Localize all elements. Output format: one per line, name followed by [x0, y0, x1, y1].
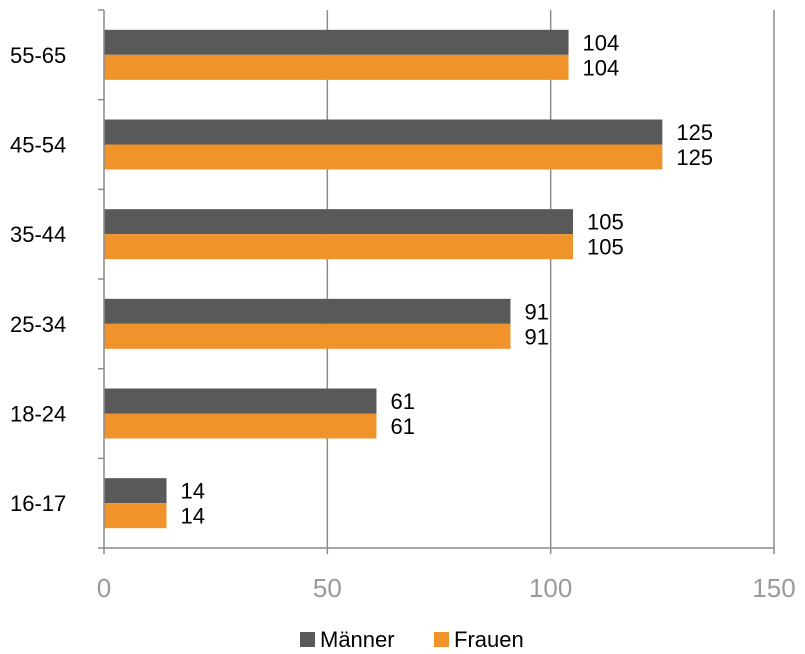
- bar-frauen-25-34: [104, 323, 511, 349]
- legend-label-maenner: Männer: [320, 627, 395, 652]
- data-label-frauen-55-65: 104: [583, 55, 620, 80]
- data-label-frauen-35-44: 105: [587, 235, 624, 260]
- x-tick-label-0: 0: [97, 573, 111, 603]
- legend: Männer Frauen: [300, 627, 524, 652]
- x-tick-label-100: 100: [529, 573, 572, 603]
- legend-swatch-maenner: [300, 632, 315, 647]
- bar-frauen-16-17: [104, 503, 167, 529]
- data-label-maenner-18-24: 61: [390, 389, 414, 414]
- data-label-frauen-16-17: 14: [181, 504, 205, 529]
- data-label-maenner-25-34: 91: [524, 299, 548, 324]
- bar-frauen-18-24: [104, 413, 377, 439]
- axes: [98, 9, 775, 554]
- bar-maenner-35-44: [104, 209, 573, 235]
- bars: [104, 29, 663, 529]
- bar-maenner-18-24: [104, 388, 377, 414]
- bar-frauen-55-65: [104, 54, 569, 80]
- data-label-maenner-55-65: 104: [583, 30, 620, 55]
- bar-maenner-45-54: [104, 119, 663, 145]
- category-label-16-17: 16-17: [10, 491, 66, 516]
- bar-maenner-55-65: [104, 29, 569, 55]
- x-tick-label-150: 150: [752, 573, 795, 603]
- bar-maenner-16-17: [104, 478, 167, 504]
- category-label-25-34: 25-34: [10, 312, 66, 337]
- legend-label-frauen: Frauen: [454, 627, 524, 652]
- data-label-frauen-45-54: 125: [676, 145, 713, 170]
- category-label-35-44: 35-44: [10, 222, 66, 247]
- data-label-frauen-18-24: 61: [390, 414, 414, 439]
- x-tick-label-50: 50: [313, 573, 342, 603]
- bar-frauen-35-44: [104, 234, 573, 260]
- grid-lines: [326, 10, 775, 548]
- legend-swatch-frauen: [434, 632, 449, 647]
- data-label-frauen-25-34: 91: [524, 324, 548, 349]
- category-label-45-54: 45-54: [10, 133, 66, 158]
- bar-frauen-45-54: [104, 144, 663, 170]
- bar-maenner-25-34: [104, 298, 511, 324]
- data-label-maenner-35-44: 105: [587, 210, 624, 235]
- data-label-maenner-16-17: 14: [181, 479, 205, 504]
- data-label-maenner-45-54: 125: [676, 120, 713, 145]
- category-label-55-65: 55-65: [10, 43, 66, 68]
- category-label-18-24: 18-24: [10, 402, 66, 427]
